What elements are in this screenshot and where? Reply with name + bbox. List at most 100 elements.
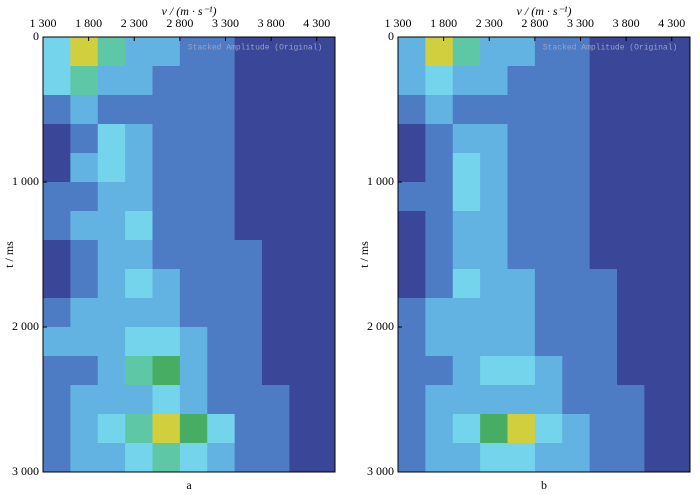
cell xyxy=(70,37,99,67)
cell xyxy=(507,95,536,125)
cell xyxy=(562,443,591,473)
cell xyxy=(562,37,591,67)
cell xyxy=(152,240,181,270)
cell xyxy=(152,298,181,328)
cell xyxy=(234,443,263,473)
x-tick-label: 1 800 xyxy=(430,16,457,30)
cell xyxy=(97,95,126,125)
cell xyxy=(480,211,508,241)
cell xyxy=(152,443,181,473)
cell xyxy=(125,443,153,473)
cell xyxy=(507,327,536,357)
cell xyxy=(589,153,618,183)
cell xyxy=(97,182,126,212)
x-tick-label: 1 300 xyxy=(385,16,412,30)
cell xyxy=(262,95,290,125)
cell xyxy=(617,356,645,386)
cell xyxy=(480,66,508,96)
cell xyxy=(70,356,99,386)
cell xyxy=(70,298,99,328)
cell xyxy=(562,95,591,125)
cell xyxy=(480,153,508,183)
panel-label: b xyxy=(541,478,547,492)
cell xyxy=(452,66,481,96)
cell xyxy=(207,211,236,241)
cell xyxy=(70,385,99,415)
cell xyxy=(534,153,563,183)
cell xyxy=(234,414,263,444)
cell xyxy=(289,443,318,473)
cell xyxy=(207,327,236,357)
cell xyxy=(617,37,645,67)
cell xyxy=(617,298,645,328)
cell xyxy=(480,356,508,386)
cell xyxy=(234,153,263,183)
cell xyxy=(179,182,208,212)
x-tick-label: 3 800 xyxy=(258,16,285,30)
y-axis-label: t / ms xyxy=(2,241,16,268)
cell xyxy=(452,211,481,241)
cell xyxy=(179,356,208,386)
cell xyxy=(125,182,153,212)
cell xyxy=(179,269,208,299)
cell xyxy=(562,356,591,386)
cell xyxy=(152,182,181,212)
cell xyxy=(617,240,645,270)
cell xyxy=(43,298,71,328)
y-tick-label: 3 000 xyxy=(12,464,39,478)
cell xyxy=(507,182,536,212)
cell xyxy=(617,66,645,96)
cell xyxy=(234,66,263,96)
cell xyxy=(425,269,454,299)
cell xyxy=(534,182,563,212)
cell xyxy=(97,211,126,241)
cell xyxy=(207,356,236,386)
cell xyxy=(534,327,563,357)
cell xyxy=(179,443,208,473)
cell xyxy=(289,153,318,183)
cell xyxy=(125,240,153,270)
cell xyxy=(589,66,618,96)
cell xyxy=(70,182,99,212)
cell xyxy=(262,124,290,154)
cell xyxy=(125,327,153,357)
cell xyxy=(179,124,208,154)
cell xyxy=(617,124,645,154)
cell xyxy=(398,356,426,386)
cell xyxy=(207,385,236,415)
cell xyxy=(644,182,673,212)
cell xyxy=(125,298,153,328)
cell xyxy=(207,240,236,270)
cell xyxy=(452,153,481,183)
cell xyxy=(425,66,454,96)
cell xyxy=(125,211,153,241)
x-tick-label: 4 300 xyxy=(303,16,330,30)
cell xyxy=(534,298,563,328)
cell xyxy=(179,95,208,125)
cell xyxy=(507,414,536,444)
cell xyxy=(398,327,426,357)
cell xyxy=(70,414,99,444)
cell xyxy=(179,414,208,444)
cell xyxy=(452,124,481,154)
cell xyxy=(534,356,563,386)
cell xyxy=(480,298,508,328)
cell xyxy=(262,211,290,241)
cell xyxy=(425,240,454,270)
cell xyxy=(125,95,153,125)
cell xyxy=(152,153,181,183)
cell xyxy=(398,211,426,241)
cell xyxy=(234,269,263,299)
y-tick-label: 0 xyxy=(388,29,394,43)
cell xyxy=(179,211,208,241)
cell xyxy=(43,95,71,125)
cell xyxy=(617,327,645,357)
plot-frame xyxy=(397,36,691,473)
cell xyxy=(398,66,426,96)
cell xyxy=(644,269,673,299)
cell xyxy=(43,240,71,270)
cell xyxy=(617,269,645,299)
cell xyxy=(70,211,99,241)
cell xyxy=(262,269,290,299)
cell xyxy=(562,298,591,328)
